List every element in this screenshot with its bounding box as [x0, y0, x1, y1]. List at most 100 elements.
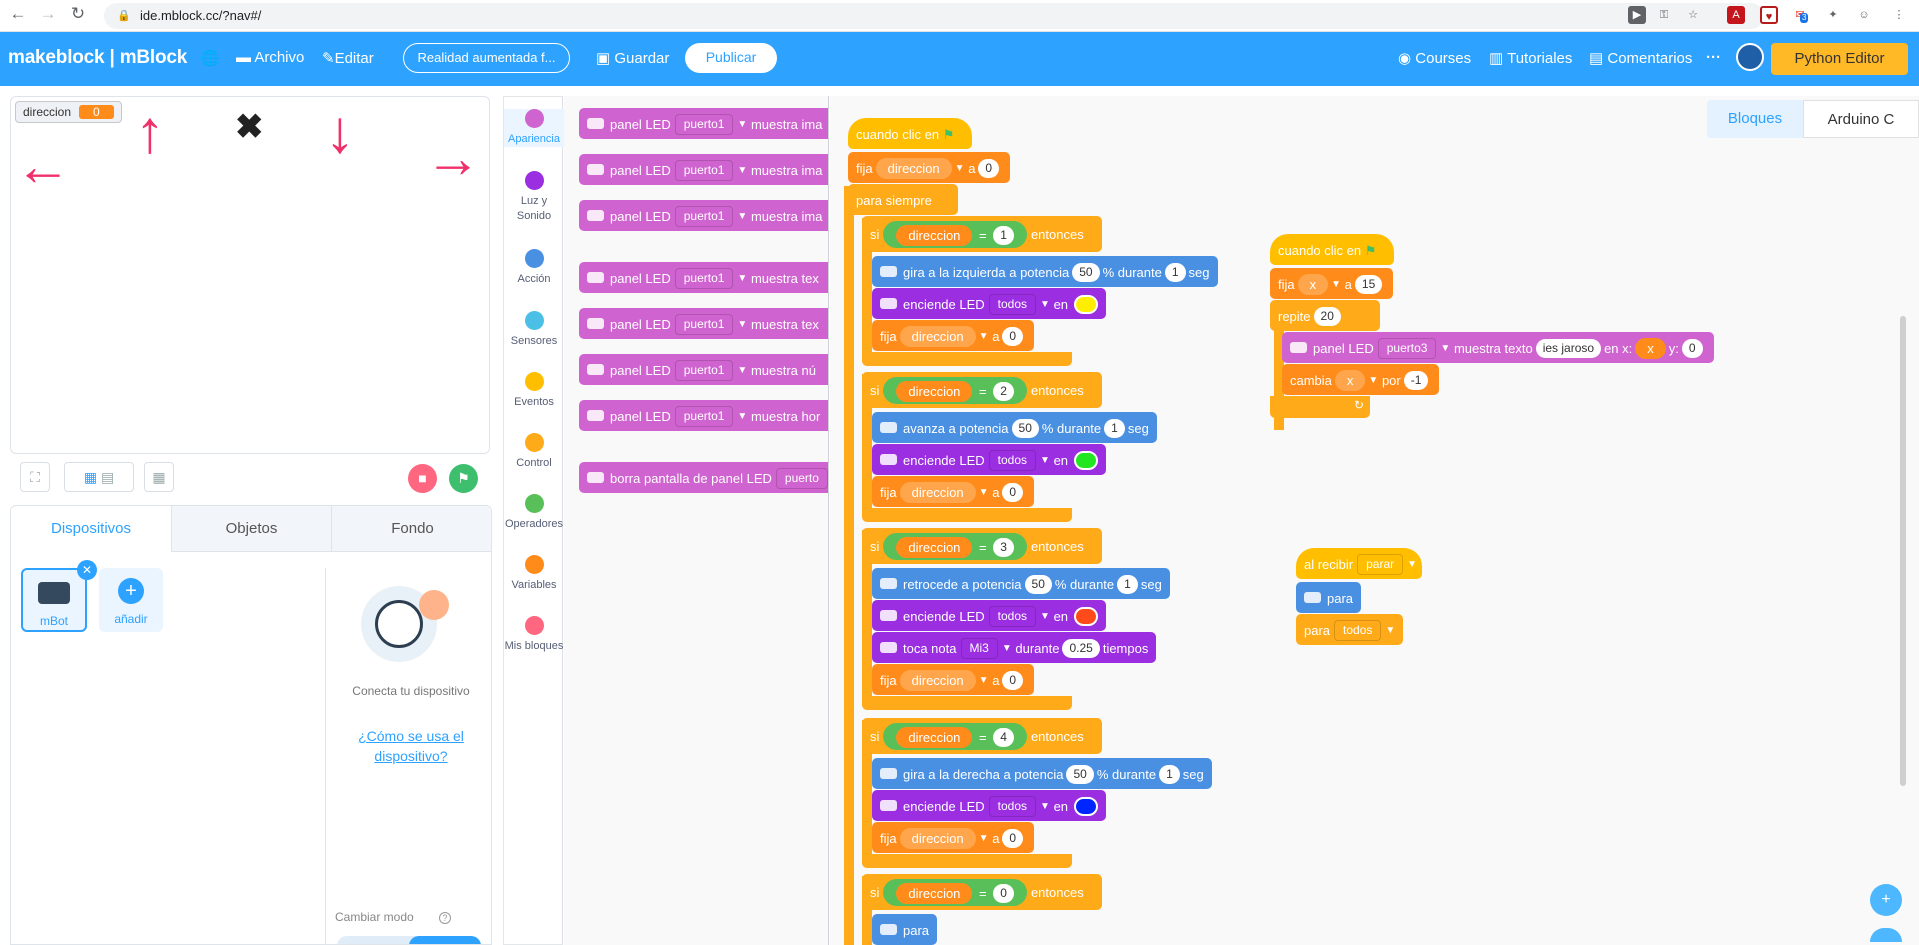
when-flag-clicked-hat[interactable]: cuando clic en ⚑	[848, 118, 972, 149]
category-apariencia[interactable]: Apariencia	[504, 109, 564, 147]
if-direccion-1-block[interactable]: si direccion = 1 entonces	[862, 216, 1102, 252]
if-direccion-3-block[interactable]: si direccion = 3 entonces	[862, 528, 1102, 564]
up-arrow-sprite[interactable]: ↑	[135, 98, 165, 165]
zoom-in-icon[interactable]: +	[1870, 884, 1902, 916]
remove-device-icon[interactable]: ✕	[77, 560, 97, 580]
category-accion[interactable]: Acción	[504, 249, 564, 287]
repeat-block[interactable]: repite 20	[1270, 300, 1380, 331]
zoom-out-icon[interactable]	[1870, 928, 1902, 942]
category-variables[interactable]: Variables	[504, 555, 564, 593]
menu-editar[interactable]: ✎Editar	[322, 50, 374, 67]
change-x-block[interactable]: cambia x ▼ por -1	[1282, 364, 1440, 395]
more-menu-icon[interactable]: ···	[1706, 49, 1721, 66]
led-yellow-block[interactable]: enciende LED todos ▼ en	[872, 288, 1107, 319]
turn-left-block[interactable]: gira a la izquierda a potencia 50% durant…	[872, 256, 1218, 287]
script-workspace[interactable]: Bloques Arduino C cuando clic en ⚑ fija d…	[830, 96, 1919, 945]
publicar-button[interactable]: Publicar	[685, 43, 777, 73]
right-arrow-sprite[interactable]: →	[425, 126, 481, 189]
python-editor-button[interactable]: Python Editor	[1771, 43, 1908, 75]
pocket-extension-icon[interactable]: ♥	[1760, 6, 1778, 24]
tab-objetos[interactable]: Objetos	[171, 506, 331, 552]
extension-icon[interactable]: ✉3	[1791, 6, 1809, 24]
if-direccion-0-block[interactable]: si direccion = 0 entonces	[862, 874, 1102, 910]
category-sensores[interactable]: Sensores	[504, 311, 564, 349]
led-color-swatch[interactable]	[1074, 295, 1099, 315]
help-icon[interactable]: ?	[439, 912, 451, 924]
category-mis-bloques[interactable]: Mis bloques	[504, 616, 564, 654]
palette-block-numero[interactable]: panel LED puerto1 ▼ muestra nú	[579, 354, 828, 385]
palette-block-borra[interactable]: borra pantalla de panel LED puerto	[579, 462, 828, 493]
led-color-swatch[interactable]	[1074, 451, 1099, 471]
forever-block[interactable]: para siempre	[848, 184, 958, 215]
down-arrow-sprite[interactable]: ↓	[325, 98, 355, 165]
layout-toggle[interactable]: ▦ ▤	[64, 462, 134, 492]
user-avatar[interactable]	[1736, 43, 1764, 71]
turn-right-block[interactable]: gira a la derecha a potencia 50% durante 1…	[872, 758, 1212, 789]
guardar-button[interactable]: ▣ Guardar	[596, 50, 670, 67]
category-luz-sonido[interactable]: Luz y Sonido	[504, 171, 564, 224]
forward-icon[interactable]: →	[39, 4, 57, 23]
comentarios-link[interactable]: ▤ Comentarios	[1589, 50, 1693, 67]
tutoriales-link[interactable]: ▥ Tutoriales	[1489, 50, 1573, 67]
stage-canvas[interactable]: direccion 0 ← ↑ ✖ ↓ →	[10, 96, 490, 454]
tab-arduino[interactable]: Arduino C	[1803, 100, 1919, 138]
forward-block[interactable]: avanza a potencia 50% durante 1 seg	[872, 412, 1157, 443]
layout-small-icon[interactable]: ▦	[83, 469, 98, 485]
key-icon[interactable]: ⚿	[1659, 9, 1669, 21]
mode-switch[interactable]	[337, 936, 481, 944]
palette-block-imagen-1[interactable]: panel LED puerto1 ▼ muestra ima	[579, 108, 828, 139]
when-receive-hat[interactable]: al recibir parar ▼	[1296, 548, 1422, 579]
grid-icon[interactable]: ▦	[144, 462, 174, 492]
address-bar[interactable]: 🔒 ide.mblock.cc/?nav#/	[104, 3, 1764, 29]
led-red-block[interactable]: enciende LED todos ▼ en	[872, 600, 1107, 631]
back-icon[interactable]: ←	[9, 4, 27, 23]
stop-motors-block-2[interactable]: para	[1296, 582, 1362, 613]
project-name-field[interactable]: Realidad aumentada f...	[403, 43, 570, 73]
device-mbot[interactable]: mBot ✕	[21, 560, 97, 632]
how-to-link[interactable]: ¿Cómo se usa el dispositivo?	[358, 728, 464, 764]
backward-block[interactable]: retrocede a potencia 50% durante 1 seg	[872, 568, 1170, 599]
camera-icon[interactable]: ▶	[1628, 6, 1646, 24]
profile-icon[interactable]: ☺	[1858, 9, 1870, 21]
led-color-swatch[interactable]	[1074, 797, 1099, 817]
palette-block-imagen-2[interactable]: panel LED puerto1 ▼ muestra ima	[579, 154, 828, 185]
led-color-swatch[interactable]	[1074, 607, 1099, 627]
palette-block-texto-2[interactable]: panel LED puerto1 ▼ muestra tex	[579, 308, 828, 339]
x-sprite[interactable]: ✖	[235, 108, 264, 146]
led-green-block[interactable]: enciende LED todos ▼ en	[872, 444, 1107, 475]
category-control[interactable]: Control	[504, 433, 564, 471]
category-eventos[interactable]: Eventos	[504, 372, 564, 410]
when-flag-clicked-hat-2[interactable]: cuando clic en ⚑	[1270, 234, 1394, 265]
stop-motors-block[interactable]: para	[872, 914, 938, 945]
courses-link[interactable]: ◉ Courses	[1398, 50, 1472, 67]
star-icon[interactable]: ☆	[1688, 9, 1698, 21]
add-device-button[interactable]: + añadir	[99, 568, 163, 632]
palette-block-hora[interactable]: panel LED puerto1 ▼ muestra hor	[579, 400, 828, 431]
green-flag-button[interactable]: ⚑	[449, 464, 478, 493]
led-panel-text-block[interactable]: panel LED puerto3 ▼ muestra texto ies jaros…	[1282, 332, 1714, 363]
reload-icon[interactable]: ↻	[70, 4, 86, 23]
puzzle-icon[interactable]: ✦	[1828, 9, 1838, 21]
play-note-block[interactable]: toca nota Mi3 ▼ durante 0.25 tiempos	[872, 632, 1157, 663]
stop-all-block[interactable]: para todos ▼	[1296, 614, 1404, 645]
fullscreen-icon[interactable]: ⛶	[20, 462, 50, 492]
stop-button[interactable]: ■	[408, 464, 437, 493]
if-direccion-2-block[interactable]: si direccion = 2 entonces	[862, 372, 1102, 408]
tab-bloques[interactable]: Bloques	[1707, 100, 1803, 138]
palette-block-imagen-3[interactable]: panel LED puerto1 ▼ muestra ima	[579, 200, 828, 231]
globe-icon[interactable]: 🌐	[201, 50, 220, 67]
workspace-scrollbar[interactable]	[1900, 316, 1906, 786]
left-arrow-sprite[interactable]: ←	[15, 134, 71, 197]
tab-dispositivos[interactable]: Dispositivos	[11, 506, 171, 552]
pdf-extension-icon[interactable]: A	[1727, 6, 1745, 24]
menu-archivo[interactable]: ▬ Archivo	[236, 49, 305, 66]
palette-block-texto-1[interactable]: panel LED puerto1 ▼ muestra tex	[579, 262, 828, 293]
if-direccion-4-block[interactable]: si direccion = 4 entonces	[862, 718, 1102, 754]
menu-dots-icon[interactable]: ⋮	[1893, 9, 1905, 21]
layout-large-icon[interactable]: ▤	[100, 469, 115, 485]
